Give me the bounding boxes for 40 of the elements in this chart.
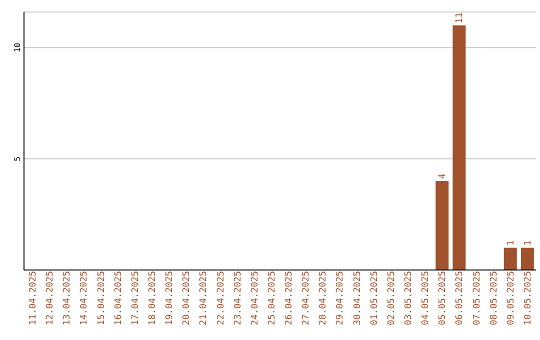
x-tick-label: 01.05.2025 [370,271,380,326]
x-tick-label: 04.05.2025 [421,271,432,326]
x-tick-label: 27.04.2025 [302,271,312,326]
x-tick-label: 09.05.2025 [506,271,516,326]
x-tick-label: 13.04.2025 [62,271,73,326]
x-tick-label: 11.04.2025 [28,271,39,326]
x-tick-label: 16.04.2025 [114,271,124,326]
x-tick-label: 26.04.2025 [284,271,295,326]
y-tick-label: 5 [13,156,22,162]
x-tick-label: 24.04.2025 [250,271,260,326]
x-tick-label: 12.04.2025 [46,271,56,326]
x-tick-label: 10.05.2025 [523,271,534,326]
data-label: 1 [523,240,534,246]
x-tick-label: 15.04.2025 [96,271,107,326]
data-label: 1 [506,240,516,246]
data-label: 11 [455,12,466,24]
x-tick-label: 23.04.2025 [233,271,244,326]
x-tick-label: 05.05.2025 [438,271,448,326]
x-tick-label: 30.04.2025 [352,271,363,326]
bar [452,25,466,270]
y-tick-label: 10 [13,42,22,52]
x-tick-label: 18.04.2025 [148,271,158,326]
x-tick-label: 28.04.2025 [318,271,329,326]
x-tick-label: 06.05.2025 [455,271,466,326]
data-label: 4 [438,174,448,180]
x-tick-label: 25.04.2025 [267,271,278,326]
x-tick-label: 29.04.2025 [336,271,346,326]
x-tick-label: 17.04.2025 [130,271,141,326]
bar [504,248,517,270]
x-tick-label: 21.04.2025 [199,271,210,326]
x-tick-label: 07.05.2025 [472,271,482,326]
x-tick-label: 22.04.2025 [216,271,226,326]
x-tick-label: 14.04.2025 [80,271,90,326]
bar [520,248,534,270]
x-tick-label: 02.05.2025 [386,271,397,326]
bar [436,181,449,270]
x-tick-label: 20.04.2025 [182,271,192,326]
x-tick-label: 03.05.2025 [404,271,414,326]
x-tick-label: 08.05.2025 [489,271,500,326]
x-tick-label: 19.04.2025 [165,271,176,326]
